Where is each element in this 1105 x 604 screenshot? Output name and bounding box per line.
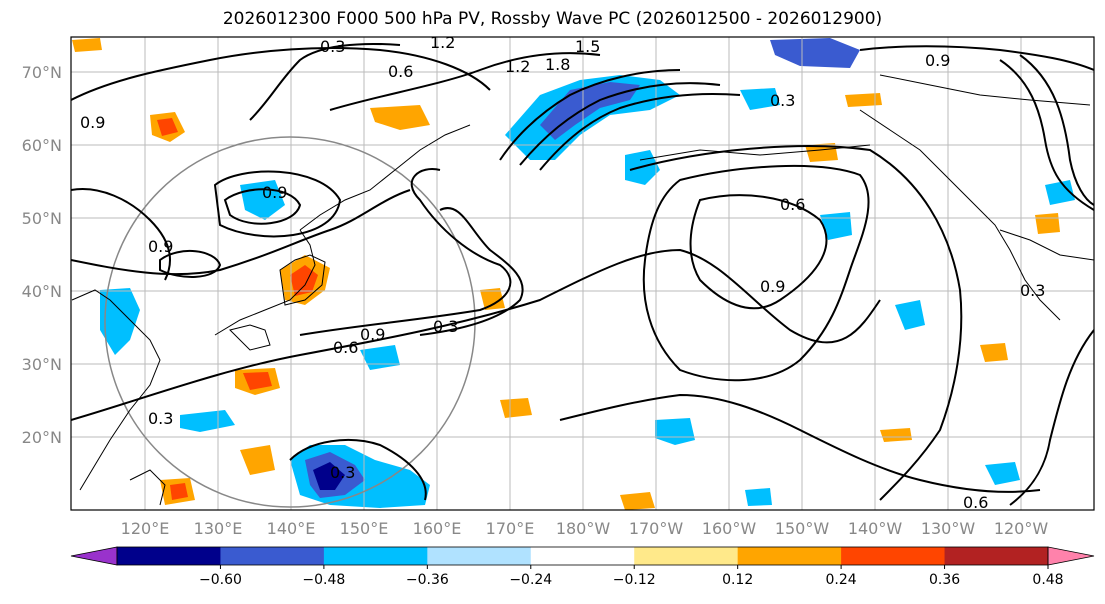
colorbar-extend-max [1047,546,1095,566]
longitude-labels: 120°E 130°E 140°E 150°E 160°E 170°E 180°… [121,519,1049,538]
contour-label: 0.3 [770,91,795,110]
gridlines [71,37,1094,510]
contour-label: 0.9 [925,51,950,70]
contour-label: 0.6 [333,338,358,357]
contour-label: 0.9 [148,237,173,256]
lon-label: 140°E [267,519,316,538]
lon-label: 180°W [556,519,611,538]
colorbar-tick-label: 0.24 [826,572,857,588]
colorbar-tick-label: 0.48 [1032,572,1063,588]
lon-label: 160°W [702,519,757,538]
colorbar-segment [220,547,325,565]
contour-label: 1.2 [505,57,530,76]
lat-label: 20°N [22,428,62,447]
lon-label: 170°E [486,519,535,538]
pv-contours [71,42,1094,506]
colorbar-tick-label: −0.60 [199,572,242,588]
map-border [70,36,1095,511]
contour-label: 0.6 [780,195,805,214]
contour-label: 0.9 [760,277,785,296]
colorbar-border [116,546,1049,566]
lon-label: 170°W [629,519,684,538]
map-area: 0.6 0.9 0.3 0.3 1.2 0.6 1.5 1.8 1.2 0.9 … [71,33,1094,512]
colorbar-tick-label: 0.36 [929,572,960,588]
contour-label: 1.2 [430,33,455,52]
contour-label: 0.9 [80,113,105,132]
range-circle [104,136,476,508]
contour-label: 0.3 [148,409,173,428]
positive-anomaly-shading [72,38,1060,510]
coastlines [71,74,1094,506]
contour-label: 0.3 [330,463,355,482]
latitude-labels: 70°N 60°N 50°N 40°N 30°N 20°N [22,63,62,447]
colorbar-tick-label: 0.12 [722,572,753,588]
colorbar-segment [841,547,946,565]
lon-label: 150°W [775,519,830,538]
lat-label: 30°N [22,355,62,374]
colorbar: −0.60 −0.48 −0.36 −0.24 −0.12 0.12 0.24 0.36 0.4… [70,546,1095,588]
lat-label: 70°N [22,63,62,82]
colorbar-segment [530,547,635,565]
colorbar-tick-label: −0.36 [406,572,449,588]
colorbar-extend-min [70,546,118,566]
contour-label: 0.9 [262,183,287,202]
lon-label: 150°E [340,519,389,538]
lon-label: 130°W [921,519,976,538]
lon-label: 130°E [194,519,243,538]
contour-label: 0.3 [1020,281,1045,300]
contour-label: 0.6 [388,62,413,81]
colorbar-segment [427,547,532,565]
colorbar-segment [944,547,1049,565]
lon-label: 140°W [848,519,903,538]
lon-label: 120°E [121,519,170,538]
contour-label: 0.6 [963,493,988,512]
contour-label: 1.8 [545,55,570,74]
map-title: 2026012300 F000 500 hPa PV, Rossby Wave … [222,9,883,29]
colorbar-tick-label: −0.12 [613,572,656,588]
colorbar-tick-label: −0.48 [302,572,345,588]
contour-label: 1.5 [575,37,600,56]
lat-label: 50°N [22,209,62,228]
negative-anomaly-shading [100,38,1075,508]
colorbar-segment [117,547,221,565]
lon-label: 120°W [994,519,1049,538]
lon-label: 160°E [413,519,462,538]
lat-label: 60°N [22,136,62,155]
colorbar-segment [634,547,739,565]
contour-label: 0.3 [433,317,458,336]
colorbar-segment [323,547,428,565]
contour-label: 0.3 [320,37,345,56]
contour-label: 0.9 [360,325,385,344]
contour-labels: 0.6 0.9 0.3 0.3 1.2 0.6 1.5 1.8 1.2 0.9 … [80,33,1045,512]
colorbar-segment [737,547,842,565]
colorbar-tick-label: −0.24 [509,572,552,588]
lat-label: 40°N [22,282,62,301]
